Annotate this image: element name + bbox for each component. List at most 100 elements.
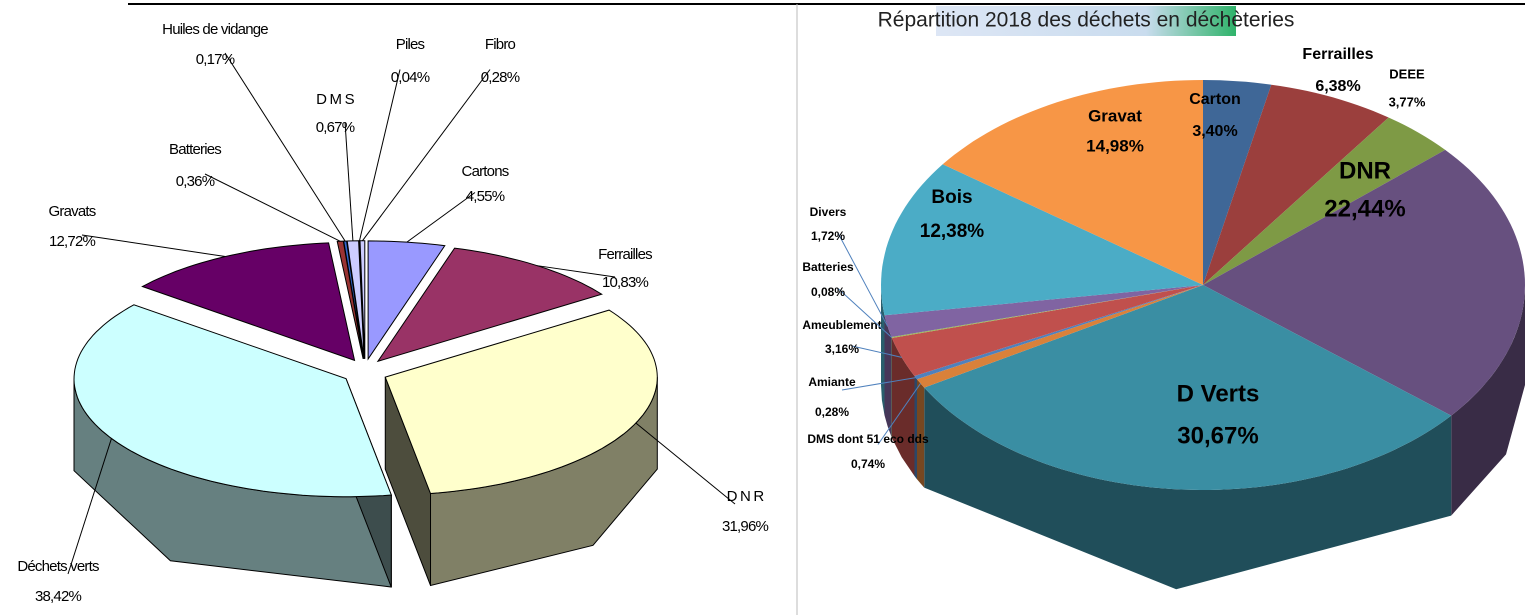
slice-value: 4,55% <box>466 188 505 205</box>
leader-line <box>837 232 889 327</box>
slice-label: Ameublement <box>802 318 881 332</box>
slice <box>1203 80 1272 285</box>
leader-line <box>635 422 736 505</box>
slice-value: 3,77% <box>1389 94 1426 109</box>
chart-title: Répartition 2018 des déchets en déchèter… <box>878 9 1295 32</box>
slice-label: DEEE <box>1389 66 1425 81</box>
slice-side <box>917 379 925 488</box>
leader-line <box>362 69 491 242</box>
slice <box>884 285 1203 437</box>
slice <box>917 285 1203 488</box>
slice-top <box>1203 149 1525 416</box>
slice-top <box>376 247 603 363</box>
slice-label: DNR <box>1339 157 1391 184</box>
slice-label: Amiante <box>808 375 856 389</box>
slice-value: 0,67% <box>316 119 355 136</box>
slice-label: Ferrailles <box>598 246 652 263</box>
slice-value: 12,38% <box>920 221 985 242</box>
slice-label: D M S <box>316 91 354 108</box>
slice <box>891 285 1203 476</box>
slice-value: 30,67% <box>1177 422 1258 449</box>
slice-side <box>914 376 917 480</box>
slice-value: 0,04% <box>391 69 430 86</box>
slice-top <box>924 285 1452 490</box>
title-box <box>936 6 1236 36</box>
slice-value: 12,72% <box>49 233 96 250</box>
slice <box>914 285 1203 480</box>
slice-value: 0,17% <box>196 51 235 68</box>
slice-side <box>1451 285 1525 516</box>
leader-line <box>406 192 476 243</box>
slice <box>384 309 658 587</box>
slice-value: 6,38% <box>1315 78 1360 95</box>
right-chart: Carton 3,40% Ferrailles 6,38% DEEE 3,77% DNR 22… <box>802 46 1525 590</box>
slice-top <box>343 240 365 359</box>
slice-value: 38,42% <box>35 588 82 605</box>
leader-line <box>81 234 226 258</box>
slice <box>891 285 1203 438</box>
slice-top <box>359 240 366 359</box>
slice <box>141 242 356 362</box>
slice-value: 22,44% <box>1324 195 1405 222</box>
leader-line <box>67 438 112 575</box>
leader-line <box>344 121 354 241</box>
slice-top <box>914 285 1203 380</box>
slice-label: Déchets verts <box>17 558 99 575</box>
slice-label: Divers <box>810 205 847 219</box>
slice-label: Cartons <box>462 163 509 180</box>
slice-label: Fibro <box>485 36 516 53</box>
slice-value: 31,96% <box>722 518 769 535</box>
slice <box>1203 149 1525 516</box>
slice-label: Gravat <box>1088 106 1142 125</box>
slice-top <box>917 285 1203 388</box>
slice-top <box>881 164 1203 316</box>
slice-side <box>924 387 1452 590</box>
slice-top <box>141 242 356 362</box>
slice <box>924 285 1452 590</box>
slice <box>359 240 366 359</box>
slice-value: 1,72% <box>811 229 845 243</box>
slice-value: 0,28% <box>815 405 849 419</box>
slice-label: D Verts <box>1177 380 1260 407</box>
slice-label: Gravats <box>49 203 96 220</box>
slice-value: 10,83% <box>602 274 649 291</box>
slice-value: 3,40% <box>1192 123 1237 140</box>
leader-line <box>837 288 893 338</box>
slice <box>73 304 393 588</box>
slice-label: Bois <box>931 187 972 208</box>
slice-label: Batteries <box>169 141 221 158</box>
leader-line <box>224 52 346 242</box>
slice-value: 0,08% <box>811 285 845 299</box>
slice-top <box>891 285 1203 376</box>
slice-label: Piles <box>396 36 425 53</box>
slice-value: 3,16% <box>825 342 859 356</box>
leader-line <box>851 345 902 358</box>
slice-value: 0,28% <box>481 69 520 86</box>
slice <box>376 247 603 363</box>
leader-line <box>537 265 616 278</box>
leader-line <box>204 173 341 242</box>
slice-top <box>942 80 1203 285</box>
slice-label: Huiles de vidange <box>162 21 268 38</box>
slice-value: 0,36% <box>176 173 215 190</box>
slice-label: Batteries <box>802 260 854 274</box>
leader-line <box>841 377 916 391</box>
slice <box>1203 84 1389 285</box>
slice-top <box>891 285 1203 338</box>
left-chart: Cartons 4,55% Ferrailles 10,83% D N R 31,96% D… <box>17 21 769 605</box>
slice <box>1203 117 1446 285</box>
slice-side <box>884 315 892 437</box>
slice <box>942 80 1203 285</box>
slice-top <box>1203 80 1272 285</box>
slice-top <box>1203 84 1389 285</box>
slice-top <box>884 285 1203 337</box>
slice-label: Carton <box>1189 91 1241 108</box>
slice-top <box>73 304 393 498</box>
leader-line <box>358 69 401 241</box>
slice-value: 0,74% <box>851 457 885 471</box>
slice-label: Ferrailles <box>1302 46 1373 63</box>
slice-label: DMS dont 51 eco dds <box>807 432 929 446</box>
slice <box>343 240 365 359</box>
slice-top <box>1203 117 1446 285</box>
